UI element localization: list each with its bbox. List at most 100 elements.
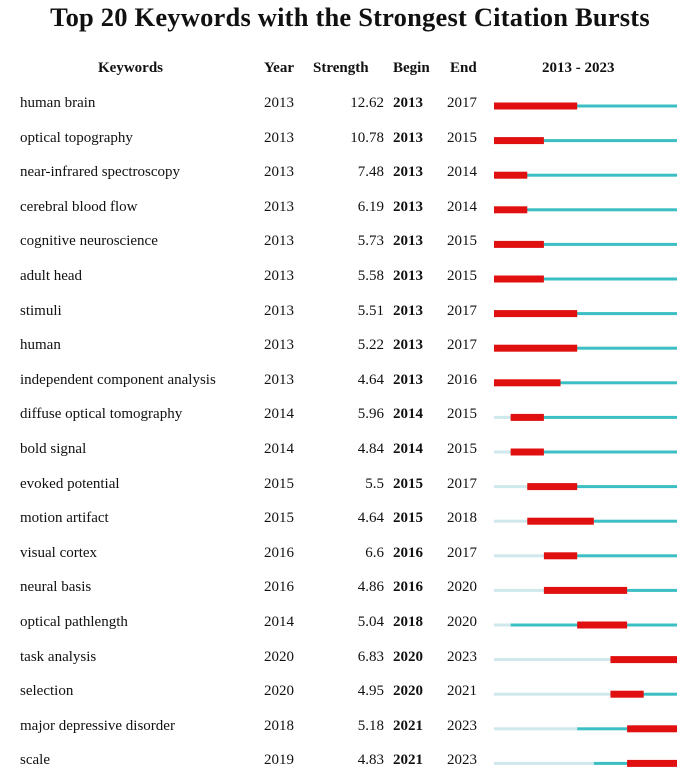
year-cell: 2013 xyxy=(264,233,294,250)
begin-cell: 2013 xyxy=(393,233,423,250)
active-segment xyxy=(510,415,677,419)
burst-bar xyxy=(527,483,578,491)
begin-cell: 2021 xyxy=(393,717,423,734)
active-segment xyxy=(527,485,677,489)
begin-cell: 2013 xyxy=(393,371,423,388)
end-cell: 2021 xyxy=(447,683,477,700)
inactive-segment xyxy=(494,692,611,696)
active-segment xyxy=(494,242,677,246)
strength-cell: 5.96 xyxy=(357,406,384,423)
keyword-cell: selection xyxy=(20,683,74,700)
keyword-cell: task analysis xyxy=(20,648,97,665)
year-cell: 2015 xyxy=(264,510,294,527)
strength-cell: 4.64 xyxy=(357,510,384,527)
burst-bar xyxy=(610,690,644,698)
begin-cell: 2015 xyxy=(393,475,423,492)
end-cell: 2020 xyxy=(447,579,477,596)
burst-bar xyxy=(627,759,677,767)
active-segment xyxy=(494,312,677,316)
header-keywords: Keywords xyxy=(98,60,163,76)
year-cell: 2016 xyxy=(264,544,294,561)
begin-cell: 2015 xyxy=(393,510,423,527)
end-cell: 2014 xyxy=(447,164,477,181)
header-timeline-range: 2013 - 2023 xyxy=(542,60,615,76)
burst-bar xyxy=(494,344,578,352)
inactive-segment xyxy=(494,588,544,592)
end-cell: 2017 xyxy=(447,95,477,111)
year-cell: 2020 xyxy=(264,648,294,665)
end-cell: 2017 xyxy=(447,337,477,354)
year-cell: 2020 xyxy=(264,683,294,700)
burst-bar xyxy=(494,379,561,387)
year-cell: 2014 xyxy=(264,614,294,630)
strength-cell: 4.95 xyxy=(357,683,384,700)
end-cell: 2023 xyxy=(447,648,477,665)
burst-bar xyxy=(494,102,578,110)
end-cell: 2017 xyxy=(447,302,477,319)
keyword-cell: human xyxy=(20,337,61,354)
end-cell: 2015 xyxy=(447,129,477,146)
header-year: Year xyxy=(264,60,294,76)
keyword-cell: motion artifact xyxy=(20,510,109,527)
inactive-segment xyxy=(494,415,511,419)
active-segment xyxy=(494,381,677,385)
end-cell: 2014 xyxy=(447,198,477,215)
year-cell: 2014 xyxy=(264,441,294,457)
active-segment xyxy=(610,692,677,696)
year-cell: 2013 xyxy=(264,164,294,181)
strength-cell: 6.19 xyxy=(357,198,384,215)
burst-bar xyxy=(577,621,628,629)
keyword-cell: near-infrared spectroscopy xyxy=(20,164,181,181)
inactive-segment xyxy=(494,554,544,558)
strength-cell: 6.83 xyxy=(357,648,384,665)
active-segment xyxy=(543,554,677,558)
keyword-cell: neural basis xyxy=(20,579,92,596)
begin-cell: 2021 xyxy=(393,752,423,769)
begin-cell: 2013 xyxy=(393,268,423,284)
active-segment xyxy=(510,450,677,454)
begin-cell: 2013 xyxy=(393,302,423,319)
inactive-segment xyxy=(494,450,511,454)
burst-bar xyxy=(494,137,544,145)
end-cell: 2015 xyxy=(447,233,477,250)
end-cell: 2023 xyxy=(447,717,477,734)
burst-bar xyxy=(494,275,544,283)
keyword-cell: diffuse optical tomography xyxy=(20,406,183,423)
burst-bar xyxy=(527,517,594,525)
begin-cell: 2013 xyxy=(393,337,423,354)
burst-bar xyxy=(494,206,528,214)
active-segment xyxy=(527,519,677,523)
burst-bar xyxy=(494,310,578,318)
inactive-segment xyxy=(494,623,511,627)
strength-cell: 4.83 xyxy=(357,752,384,769)
keyword-cell: adult head xyxy=(20,268,83,284)
keyword-cell: independent component analysis xyxy=(20,371,216,388)
year-cell: 2013 xyxy=(264,371,294,388)
end-cell: 2020 xyxy=(447,614,477,630)
keyword-cell: optical topography xyxy=(20,129,133,146)
begin-cell: 2016 xyxy=(393,579,423,596)
inactive-segment xyxy=(494,761,594,765)
keyword-cell: scale xyxy=(20,752,50,769)
keyword-cell: stimuli xyxy=(20,302,62,319)
year-cell: 2016 xyxy=(264,579,294,596)
begin-cell: 2013 xyxy=(393,164,423,181)
year-cell: 2015 xyxy=(264,475,294,492)
inactive-segment xyxy=(494,519,528,523)
end-cell: 2023 xyxy=(447,752,477,769)
end-cell: 2015 xyxy=(447,441,477,457)
strength-cell: 6.6 xyxy=(365,544,384,561)
begin-cell: 2018 xyxy=(393,614,423,630)
strength-cell: 4.86 xyxy=(357,579,384,596)
year-cell: 2013 xyxy=(264,337,294,354)
burst-bar xyxy=(543,586,628,594)
burst-bar xyxy=(610,656,677,664)
year-cell: 2014 xyxy=(264,406,294,423)
active-segment xyxy=(494,346,677,350)
active-segment xyxy=(494,208,677,212)
end-cell: 2015 xyxy=(447,406,477,423)
begin-cell: 2014 xyxy=(393,406,423,423)
year-cell: 2013 xyxy=(264,268,294,284)
burst-bar xyxy=(494,171,528,179)
